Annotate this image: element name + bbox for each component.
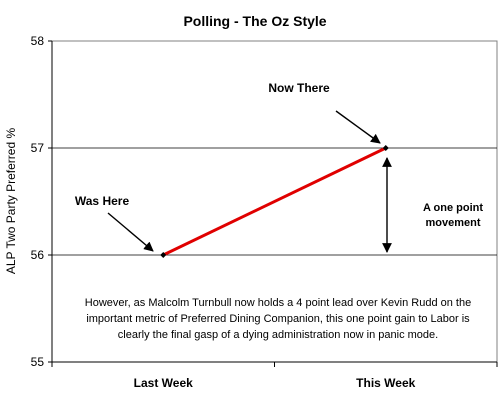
annotation-layer: Was Here Now There A one point movement …: [75, 81, 483, 341]
chart-title: Polling - The Oz Style: [183, 13, 326, 29]
y-tick-label: 57: [31, 141, 45, 155]
annotation-movement-line2: movement: [425, 217, 480, 229]
annotation-movement-line1: A one point: [423, 202, 483, 214]
annotation-note-line2: important metric of Preferred Dining Com…: [86, 313, 470, 325]
series-line: [162, 146, 387, 257]
data-point: [382, 145, 389, 151]
y-tick-label: 55: [31, 355, 45, 369]
axis-layer: 55 56 57 58 Last Week This Week: [31, 34, 498, 390]
arrow-was-here: [107, 212, 154, 252]
annotation-note-line1: However, as Malcolm Turnbull now holds a…: [85, 297, 471, 309]
series-layer: [160, 145, 389, 258]
y-tick-label: 58: [31, 34, 45, 48]
data-point: [160, 252, 167, 258]
y-axis-label: ALP Two Party Preferred %: [4, 128, 18, 275]
x-tick-label: Last Week: [134, 376, 193, 390]
annotation-was-here: Was Here: [75, 194, 130, 208]
annotation-now-there: Now There: [268, 81, 330, 95]
x-tick-label: This Week: [356, 376, 415, 390]
y-tick-label: 56: [31, 248, 45, 262]
arrow-now-there: [335, 110, 381, 144]
annotation-note-line3: clearly the final gasp of a dying admini…: [118, 329, 438, 341]
